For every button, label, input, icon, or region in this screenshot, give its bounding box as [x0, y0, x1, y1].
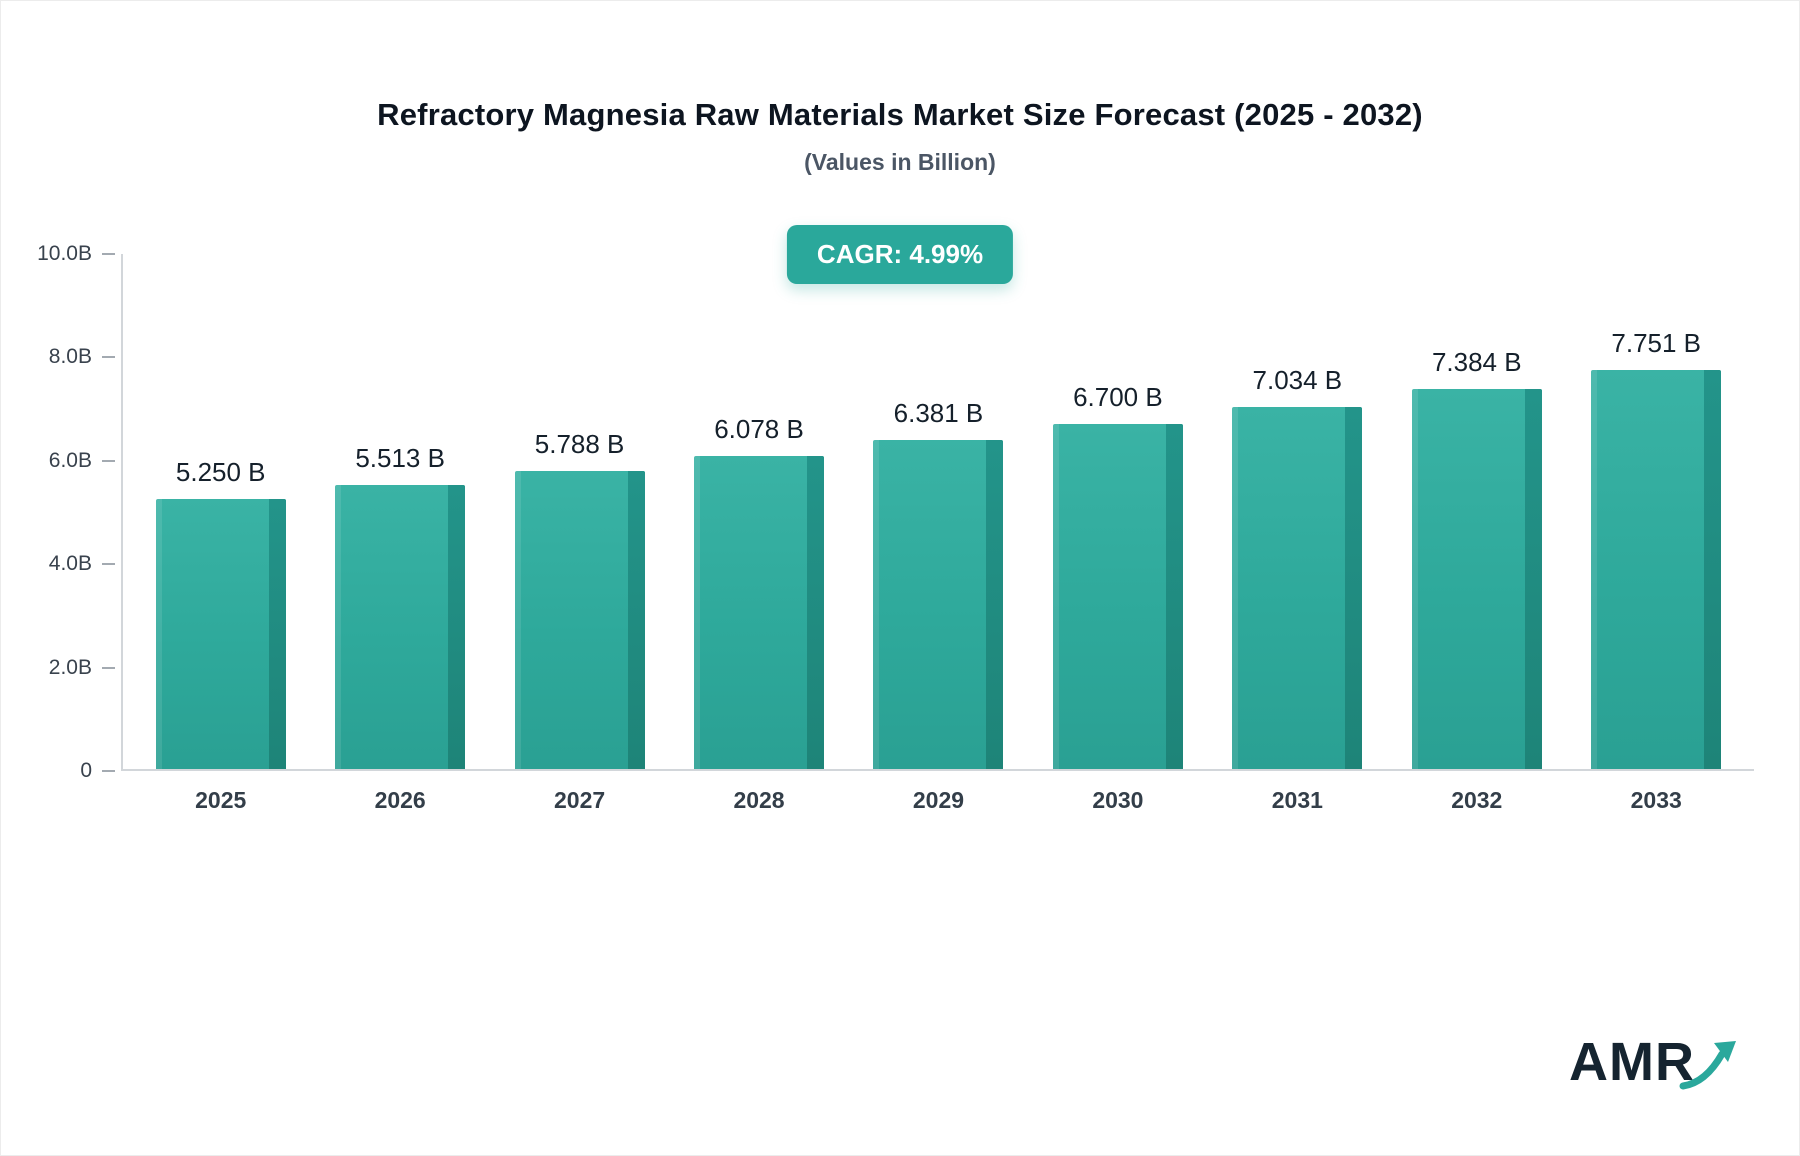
- x-axis-label-2026: 2026: [374, 787, 426, 813]
- bar-column-2031: 7.034 B 2031: [1208, 254, 1387, 813]
- x-axis-label-2027: 2027: [554, 787, 606, 813]
- x-axis-label-2029: 2029: [912, 787, 965, 813]
- x-axis-label-2032: 2032: [1451, 787, 1503, 813]
- y-tick-label: 0: [80, 759, 92, 782]
- y-axis-tick: 0: [80, 759, 115, 783]
- cagr-badge: CAGR: 4.99%: [786, 225, 1014, 284]
- bar-value-label: 5.513 B: [355, 443, 445, 474]
- bar-value-label: 5.788 B: [534, 428, 625, 459]
- bar-column-2025: 5.250 B 2025: [131, 254, 310, 813]
- y-tick-mark: [102, 253, 115, 255]
- bar-value-label: 7.384 B: [1431, 346, 1522, 377]
- bar-2026[interactable]: [335, 485, 466, 769]
- amr-logo-text: AMR: [1569, 1032, 1695, 1092]
- y-axis-tick: 2.0B: [49, 656, 115, 680]
- bar-2033[interactable]: [1591, 369, 1722, 770]
- cagr-badge-label: CAGR: 4.99%: [816, 239, 984, 269]
- y-tick-mark: [102, 770, 115, 772]
- x-axis-label-2031: 2031: [1271, 787, 1323, 813]
- bar-value-label: 6.078 B: [714, 413, 804, 444]
- y-tick-label: 6.0B: [48, 448, 92, 472]
- bar-value-label: 7.034 B: [1252, 364, 1343, 395]
- y-axis-tick: 8.0B: [49, 345, 115, 369]
- y-tick-label: 8.0B: [48, 345, 92, 369]
- chart-title: Refractory Magnesia Raw Materials Market…: [377, 97, 1423, 132]
- y-axis-tick: 10.0B: [37, 242, 115, 266]
- bar-value-label: 6.381 B: [893, 398, 984, 429]
- y-tick-label: 4.0B: [48, 552, 92, 576]
- bar-2027[interactable]: [514, 470, 645, 770]
- amr-logo: AMR: [1569, 1032, 1741, 1092]
- y-tick-label: 10.0B: [37, 242, 92, 265]
- bar-column-2032: 7.384 B 2032: [1387, 254, 1566, 813]
- x-axis-label-2028: 2028: [733, 787, 785, 813]
- y-tick-mark: [102, 356, 115, 359]
- bar-column-2030: 6.700 B 2030: [1028, 254, 1207, 813]
- bar-2030[interactable]: [1052, 423, 1183, 770]
- bar-column-2026: 5.513 B 2026: [310, 254, 489, 813]
- x-axis-label-2033: 2033: [1630, 787, 1682, 813]
- y-tick-label: 2.0B: [48, 655, 92, 679]
- bar-column-2027: 5.788 B 2027: [490, 254, 669, 813]
- bar-column-2033: 7.751 B 2033: [1567, 254, 1746, 813]
- y-tick-mark: [102, 666, 115, 669]
- bar-2025[interactable]: [155, 498, 286, 770]
- y-axis: 10.0B 8.0B 6.0B 4.0B 2.0B 0: [31, 242, 121, 782]
- plot-area: 5.250 B 2025 5.513 B 2026 5.788 B 2027 6.078 B…: [121, 254, 1754, 813]
- x-axis-label-2025: 2025: [195, 787, 247, 813]
- bar-2029[interactable]: [873, 440, 1004, 769]
- y-axis-tick: 6.0B: [49, 449, 115, 473]
- bar-2032[interactable]: [1411, 388, 1542, 770]
- y-tick-mark: [102, 563, 115, 566]
- bar-2031[interactable]: [1232, 406, 1363, 770]
- y-axis-tick: 4.0B: [49, 552, 115, 576]
- bar-value-label: 7.751 B: [1611, 327, 1702, 358]
- bar-value-label: 5.250 B: [175, 456, 266, 487]
- chart-subtitle: (Values in Billion): [804, 149, 996, 175]
- y-tick-mark: [102, 459, 115, 462]
- bar-column-2029: 6.381 B 2029: [849, 254, 1028, 813]
- growth-arrow-icon: [1679, 1041, 1736, 1090]
- bar-value-label: 6.700 B: [1073, 381, 1163, 412]
- x-axis-label-2030: 2030: [1092, 787, 1144, 813]
- bar-2028[interactable]: [694, 455, 825, 770]
- bar-chart: 10.0B 8.0B 6.0B 4.0B 2.0B 0 5.250 B 2025 5.513 …: [31, 242, 1754, 813]
- bar-column-2028: 6.078 B 2028: [669, 254, 848, 813]
